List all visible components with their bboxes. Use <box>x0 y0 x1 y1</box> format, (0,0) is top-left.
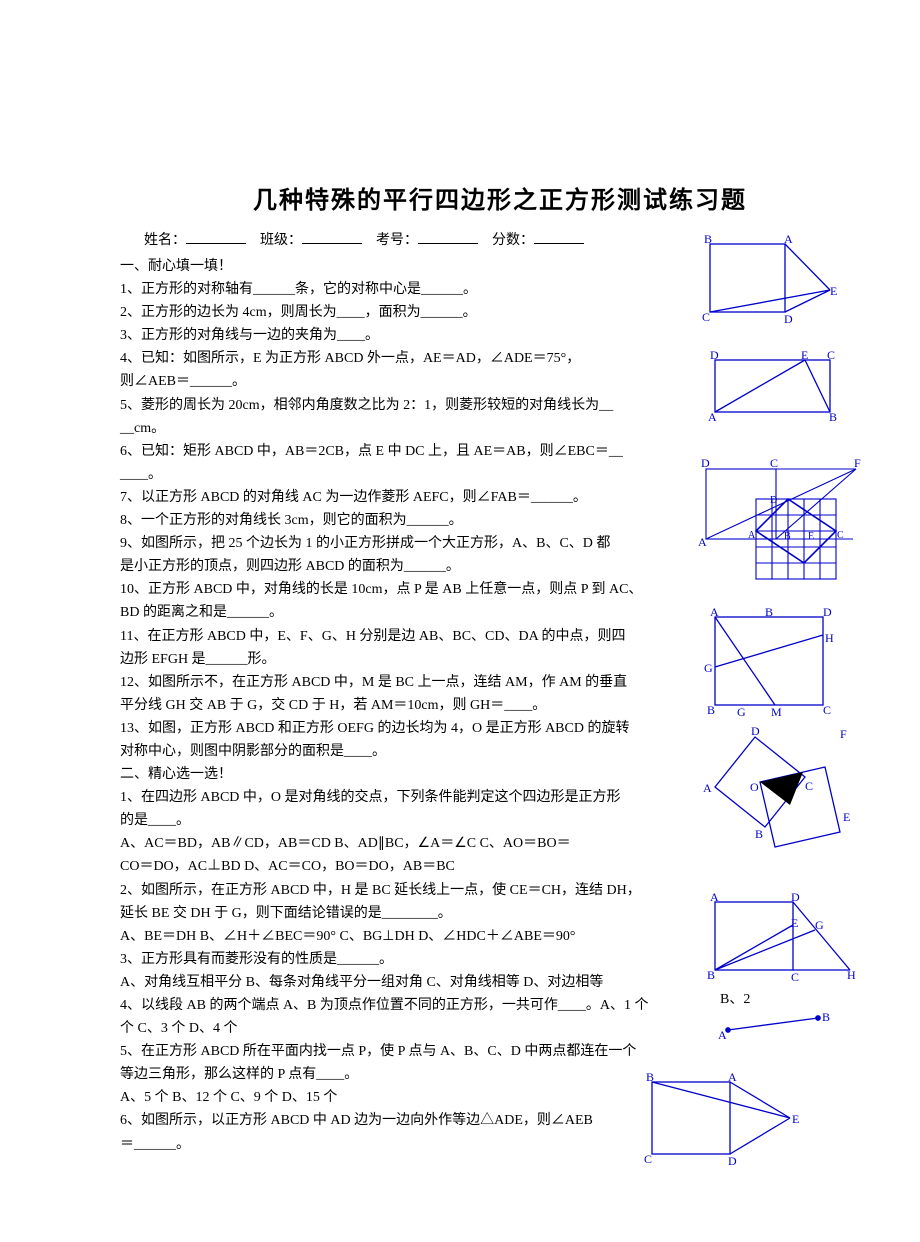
figure-q12: A B D H G B G M C <box>705 605 845 720</box>
figure-p4-side: B、2 <box>720 988 780 1008</box>
figure-q4: B A C D E <box>700 232 840 327</box>
figure-p6: B A C D E <box>640 1070 805 1175</box>
p5a: 5、在正方形 ABCD 所在平面内找一点 P，使 P 点与 A、B、C、D 中两… <box>120 1040 880 1063</box>
figure-p4: A B <box>718 1010 838 1040</box>
figure-q13: D F A O C E B <box>695 725 860 870</box>
q3: 3、正方形的对角线与一边的夹角为____。 <box>120 324 880 347</box>
exam-label: 考号： <box>376 233 418 248</box>
name-label: 姓名： <box>144 233 186 248</box>
figure-p2: A D E G B C H <box>705 890 860 985</box>
figure-q6: D E C A B <box>705 348 845 423</box>
figure-q7-q9: D C F A D A B E C <box>698 455 868 590</box>
p4-option-b: B、2 <box>720 992 750 1007</box>
score-label: 分数： <box>492 233 534 248</box>
class-label: 班级： <box>260 233 302 248</box>
doc-title: 几种特殊的平行四边形之正方形测试练习题 <box>120 180 880 215</box>
